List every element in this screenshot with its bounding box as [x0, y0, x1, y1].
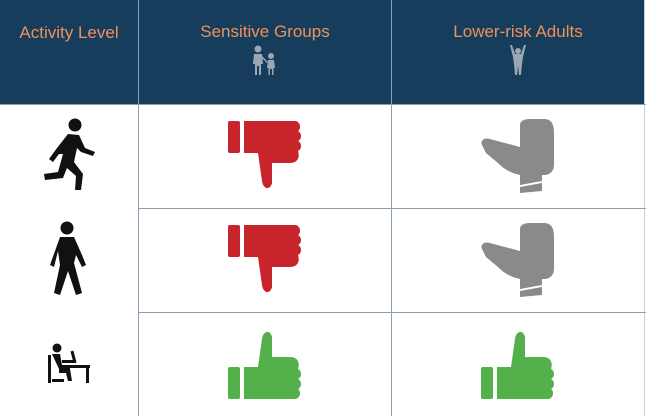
sensitive-cell-sitting	[139, 313, 391, 416]
activity-cell-running	[0, 105, 138, 208]
header-lower-risk-adults: Lower-risk Adults	[392, 0, 644, 104]
running-person-icon	[44, 118, 95, 190]
row-divider	[139, 312, 646, 313]
thumbs-sideways-icon	[481, 119, 554, 193]
family-icon	[253, 45, 275, 75]
header-activity-level: Activity Level	[0, 0, 138, 104]
row-divider	[139, 208, 646, 209]
column-divider	[138, 0, 139, 416]
sensitive-cell-running	[139, 105, 391, 208]
thumbs-sideways-icon	[481, 223, 554, 297]
thumbs-up-icon	[228, 331, 301, 399]
adult-person-icon	[510, 45, 526, 75]
header-sensitive-groups-label: Sensitive Groups	[200, 22, 330, 41]
person-at-desk-icon	[48, 343, 90, 383]
lower-risk-cell-sitting	[392, 313, 644, 416]
header-sensitive-groups: Sensitive Groups	[139, 0, 391, 104]
thumbs-down-icon	[228, 225, 301, 293]
activity-cell-walking	[0, 209, 138, 312]
row-divider	[0, 104, 646, 105]
activity-cell-sitting	[0, 313, 138, 416]
sensitive-cell-walking	[139, 209, 391, 312]
thumbs-down-icon	[228, 121, 301, 189]
header-lower-risk-adults-label: Lower-risk Adults	[453, 22, 583, 41]
lower-risk-cell-running	[392, 105, 644, 208]
header-activity-level-label: Activity Level	[19, 23, 119, 42]
lower-risk-cell-walking	[392, 209, 644, 312]
walking-person-icon	[50, 221, 86, 295]
thumbs-up-icon	[481, 331, 554, 399]
